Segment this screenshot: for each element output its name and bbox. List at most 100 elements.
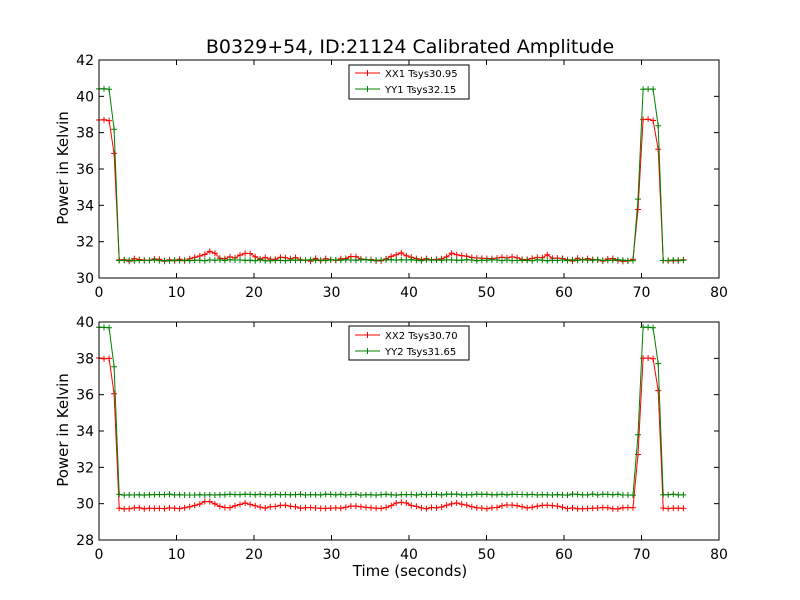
data-point xyxy=(393,500,400,506)
data-point xyxy=(272,491,279,498)
x-tick-label: 30 xyxy=(323,547,341,563)
x-tick-label: 60 xyxy=(555,547,573,563)
data-point xyxy=(680,257,687,264)
data-point xyxy=(302,257,309,264)
top-legend-box xyxy=(348,64,470,100)
data-point xyxy=(635,206,641,213)
data-point xyxy=(408,491,415,498)
data-point xyxy=(529,504,536,511)
data-point xyxy=(342,504,349,511)
data-point xyxy=(655,146,662,153)
data-point xyxy=(393,251,400,258)
data-point xyxy=(448,250,455,257)
data-point xyxy=(106,355,113,362)
data-point xyxy=(594,256,601,263)
bottom-legend-label-yy2: YY2 Tsys31.65 xyxy=(384,347,456,358)
data-point xyxy=(675,257,682,264)
data-point xyxy=(327,505,334,512)
data-point xyxy=(448,500,455,507)
data-point xyxy=(181,504,188,511)
data-point xyxy=(488,256,495,263)
data-point xyxy=(206,248,213,255)
data-point xyxy=(448,491,455,498)
data-point xyxy=(141,257,148,264)
data-point xyxy=(499,502,505,509)
data-point xyxy=(423,256,430,263)
data-point xyxy=(383,504,390,511)
data-point xyxy=(478,491,485,498)
data-point xyxy=(594,505,601,511)
data-point xyxy=(418,257,425,264)
data-point xyxy=(433,257,440,263)
data-point xyxy=(665,491,672,498)
data-point xyxy=(111,150,118,157)
data-point xyxy=(267,491,274,498)
legend-marker xyxy=(364,70,371,76)
data-point xyxy=(191,257,198,264)
data-point xyxy=(106,324,113,331)
x-tick-label: 30 xyxy=(323,285,341,301)
data-point xyxy=(559,504,566,511)
data-point xyxy=(368,257,374,264)
data-point xyxy=(287,491,294,498)
chart-title: B0329+54, ID:21124 Calibrated Amplitude xyxy=(206,36,614,58)
data-point xyxy=(453,491,460,498)
legend-marker xyxy=(364,332,371,338)
data-point xyxy=(317,491,324,498)
data-point xyxy=(650,355,657,362)
data-point xyxy=(624,257,631,264)
y-tick-label: 30 xyxy=(76,271,94,287)
data-point xyxy=(609,491,616,498)
data-point xyxy=(181,257,188,264)
data-point xyxy=(237,501,243,508)
y-tick-label: 30 xyxy=(76,497,94,513)
data-point xyxy=(302,504,309,511)
data-point xyxy=(227,504,233,511)
data-point xyxy=(106,86,113,93)
data-point xyxy=(111,363,118,370)
data-point xyxy=(630,492,636,499)
data-point xyxy=(247,257,254,264)
data-point xyxy=(494,504,500,511)
y-tick-label: 36 xyxy=(76,388,94,404)
data-point xyxy=(680,505,687,512)
data-point xyxy=(393,492,400,499)
data-point xyxy=(186,503,193,510)
data-point xyxy=(101,85,107,92)
data-point xyxy=(483,505,490,512)
data-point xyxy=(383,491,390,498)
data-point xyxy=(529,257,536,264)
data-point xyxy=(101,324,107,331)
data-point xyxy=(519,491,526,498)
data-point xyxy=(368,491,374,498)
x-tick-label: 10 xyxy=(168,285,186,301)
data-point xyxy=(468,503,475,510)
data-point xyxy=(665,257,672,264)
legend-marker xyxy=(364,348,371,354)
data-point xyxy=(604,504,611,511)
data-point xyxy=(166,257,173,264)
data-point xyxy=(584,491,591,498)
data-point xyxy=(408,502,415,509)
data-point xyxy=(101,355,107,362)
data-point xyxy=(635,431,641,438)
data-point xyxy=(519,257,526,264)
data-point xyxy=(106,117,113,124)
data-point xyxy=(675,505,682,512)
data-point xyxy=(262,257,269,264)
data-point xyxy=(569,504,576,511)
data-point xyxy=(624,492,631,498)
data-point xyxy=(383,256,390,263)
data-point xyxy=(201,257,208,264)
y-tick-label: 38 xyxy=(76,126,94,142)
data-point xyxy=(680,491,687,498)
y-tick-label: 40 xyxy=(76,315,94,331)
x-tick-label: 20 xyxy=(245,285,263,301)
data-point xyxy=(191,502,198,509)
data-point xyxy=(478,505,485,512)
data-point xyxy=(534,503,541,510)
data-point xyxy=(544,502,551,509)
data-point xyxy=(221,257,228,264)
